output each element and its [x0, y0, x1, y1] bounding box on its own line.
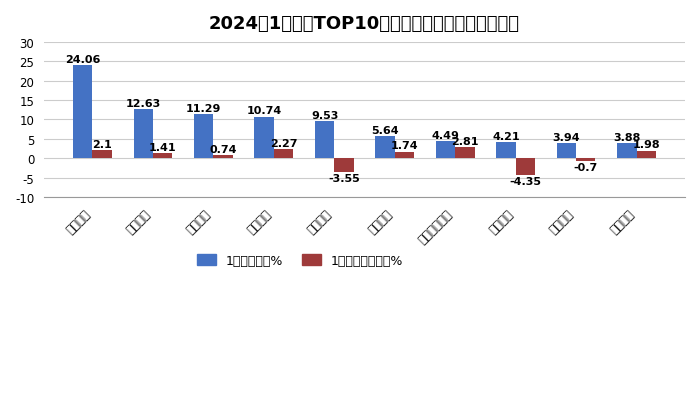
Legend: 1月市场份额%, 1月份额同比增减%: 1月市场份额%, 1月份额同比增减%: [193, 249, 408, 272]
Text: 2.81: 2.81: [451, 137, 479, 147]
Bar: [617, 144, 636, 159]
Text: 10.74: 10.74: [246, 106, 282, 116]
Text: 4.21: 4.21: [492, 131, 520, 141]
Text: 4.49: 4.49: [432, 131, 459, 140]
Bar: [134, 110, 153, 159]
Text: -0.7: -0.7: [573, 163, 598, 173]
Bar: [436, 142, 455, 159]
Bar: [395, 152, 414, 159]
Bar: [455, 148, 475, 159]
Title: 2024年1月轻卡TOP10车企市场占比及占比同比增减: 2024年1月轻卡TOP10车企市场占比及占比同比增减: [209, 15, 520, 33]
Text: 1.98: 1.98: [632, 140, 660, 150]
Bar: [194, 115, 214, 159]
Text: 9.53: 9.53: [311, 111, 338, 121]
Bar: [255, 117, 274, 159]
Text: 24.06: 24.06: [65, 55, 101, 64]
Text: 1.74: 1.74: [391, 141, 418, 151]
Text: -4.35: -4.35: [510, 177, 541, 187]
Text: 12.63: 12.63: [125, 99, 161, 109]
Text: 3.94: 3.94: [552, 133, 580, 142]
Bar: [496, 142, 516, 159]
Bar: [153, 154, 172, 159]
Bar: [214, 156, 232, 159]
Text: 0.74: 0.74: [209, 145, 237, 155]
Bar: [73, 66, 92, 159]
Text: 11.29: 11.29: [186, 104, 221, 114]
Bar: [315, 122, 335, 159]
Text: 2.27: 2.27: [270, 139, 298, 149]
Bar: [274, 150, 293, 159]
Bar: [576, 159, 596, 161]
Text: 3.88: 3.88: [613, 133, 641, 143]
Bar: [556, 144, 576, 159]
Bar: [375, 137, 395, 159]
Bar: [335, 159, 354, 173]
Text: 1.41: 1.41: [149, 142, 176, 152]
Text: -3.55: -3.55: [328, 174, 360, 184]
Text: 2.1: 2.1: [92, 140, 112, 150]
Text: 5.64: 5.64: [371, 126, 399, 136]
Bar: [516, 159, 535, 176]
Bar: [636, 151, 656, 159]
Bar: [92, 151, 112, 159]
